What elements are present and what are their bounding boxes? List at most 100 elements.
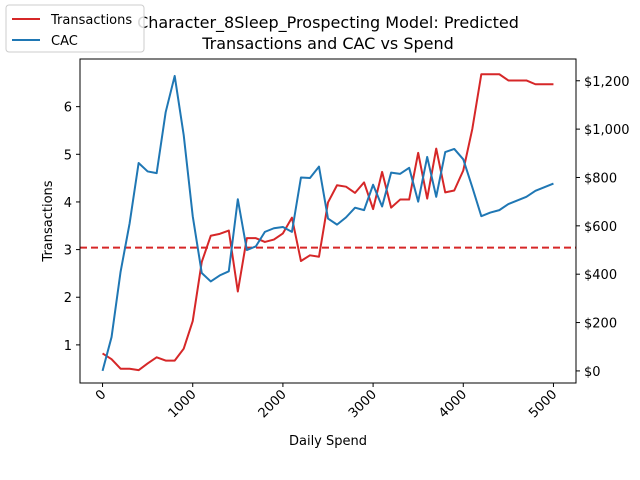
data-point-cac	[228, 270, 230, 272]
data-point-transactions	[318, 256, 320, 258]
y-left-tick-label: 5	[64, 148, 72, 163]
y-left-tick-label: 1	[64, 339, 72, 354]
data-point-cac	[111, 336, 113, 338]
data-point-transactions	[444, 191, 446, 193]
data-point-transactions	[273, 239, 275, 241]
series-line-transactions	[102, 73, 554, 372]
y-right-tick-label: $1,200	[584, 75, 630, 90]
data-point-transactions	[291, 217, 293, 219]
chart-title: Character_8Sleep_Prospecting Model: Pred…	[137, 13, 519, 53]
y-left-tick-label: 3	[64, 244, 72, 259]
data-point-transactions	[264, 241, 266, 243]
legend-label-transactions: Transactions	[50, 13, 132, 28]
data-point-transactions	[381, 171, 383, 173]
data-point-transactions	[246, 237, 248, 239]
data-point-transactions	[552, 83, 554, 85]
data-point-transactions	[174, 360, 176, 362]
x-axis-label: Daily Spend	[289, 434, 367, 449]
data-point-cac	[273, 227, 275, 229]
data-point-cac	[390, 172, 392, 174]
data-point-transactions	[543, 83, 545, 85]
data-point-transactions	[462, 169, 464, 171]
data-point-cac	[219, 274, 221, 276]
data-point-cac	[102, 370, 104, 372]
data-point-cac	[183, 134, 185, 136]
data-point-transactions	[399, 199, 401, 201]
y-right-tick-label: $800	[584, 171, 617, 186]
data-point-cac	[318, 166, 320, 168]
data-point-cac	[147, 170, 149, 172]
data-point-transactions	[327, 201, 329, 203]
data-point-cac	[201, 272, 203, 274]
data-point-transactions	[192, 320, 194, 322]
data-point-cac	[156, 172, 158, 174]
y-left-tick-label: 6	[64, 101, 72, 116]
data-point-cac	[345, 216, 347, 218]
data-point-transactions	[219, 233, 221, 235]
data-point-transactions	[426, 198, 428, 200]
data-point-transactions	[228, 230, 230, 232]
data-point-cac	[435, 196, 437, 198]
data-point-cac	[291, 231, 293, 233]
data-point-transactions	[390, 207, 392, 209]
data-point-transactions	[363, 181, 365, 183]
data-point-cac	[300, 176, 302, 178]
legend-label-cac: CAC	[51, 34, 78, 49]
data-point-cac	[453, 148, 455, 150]
data-point-cac	[417, 201, 419, 203]
data-point-cac	[309, 177, 311, 179]
data-point-transactions	[156, 356, 158, 358]
data-point-cac	[498, 209, 500, 211]
legend: Transactions CAC	[5, 4, 145, 53]
data-point-cac	[336, 224, 338, 226]
data-point-cac	[507, 203, 509, 205]
data-point-cac	[489, 212, 491, 214]
y-right-tick-label: $400	[584, 268, 617, 283]
y-axis-label-left: Transactions	[41, 180, 56, 262]
data-point-cac	[246, 249, 248, 251]
data-point-transactions	[498, 73, 500, 75]
chart-title-line-2: Transactions and CAC vs Spend	[201, 34, 454, 53]
data-point-cac	[408, 167, 410, 169]
data-point-transactions	[345, 186, 347, 188]
plot-frame	[79, 58, 577, 384]
y-right-tick-label: $1,000	[584, 123, 630, 138]
data-point-cac	[210, 280, 212, 282]
data-point-cac	[480, 215, 482, 217]
data-point-cac	[462, 158, 464, 160]
legend-box	[5, 4, 145, 53]
data-point-transactions	[183, 348, 185, 350]
data-point-transactions	[417, 152, 419, 154]
y-left-tick-label: 4	[64, 196, 72, 211]
data-point-transactions	[516, 79, 518, 81]
data-point-cac	[255, 245, 257, 247]
data-point-cac	[264, 231, 266, 233]
data-point-transactions	[147, 362, 149, 364]
data-point-transactions	[300, 260, 302, 262]
data-point-cac	[381, 205, 383, 207]
data-point-transactions	[237, 291, 239, 293]
data-point-transactions	[435, 148, 437, 150]
data-point-cac	[192, 215, 194, 217]
data-point-cac	[516, 199, 518, 201]
data-point-cac	[237, 198, 239, 200]
data-point-cac	[282, 226, 284, 228]
data-point-transactions	[111, 358, 113, 360]
y-left-tick-label: 2	[64, 291, 72, 306]
y-right-tick-label: $0	[584, 365, 601, 380]
data-point-cac	[543, 186, 545, 188]
data-point-transactions	[336, 184, 338, 186]
data-point-cac	[534, 190, 536, 192]
data-point-cac	[363, 209, 365, 211]
data-point-cac	[165, 111, 167, 113]
data-point-cac	[399, 173, 401, 175]
chart-title-line-1: Character_8Sleep_Prospecting Model: Pred…	[137, 13, 519, 33]
data-point-transactions	[282, 232, 284, 234]
data-point-cac	[444, 151, 446, 153]
data-point-transactions	[507, 79, 509, 81]
data-point-transactions	[102, 352, 104, 354]
data-point-cac	[174, 75, 176, 77]
data-point-cac	[372, 184, 374, 186]
data-point-transactions	[129, 368, 131, 370]
